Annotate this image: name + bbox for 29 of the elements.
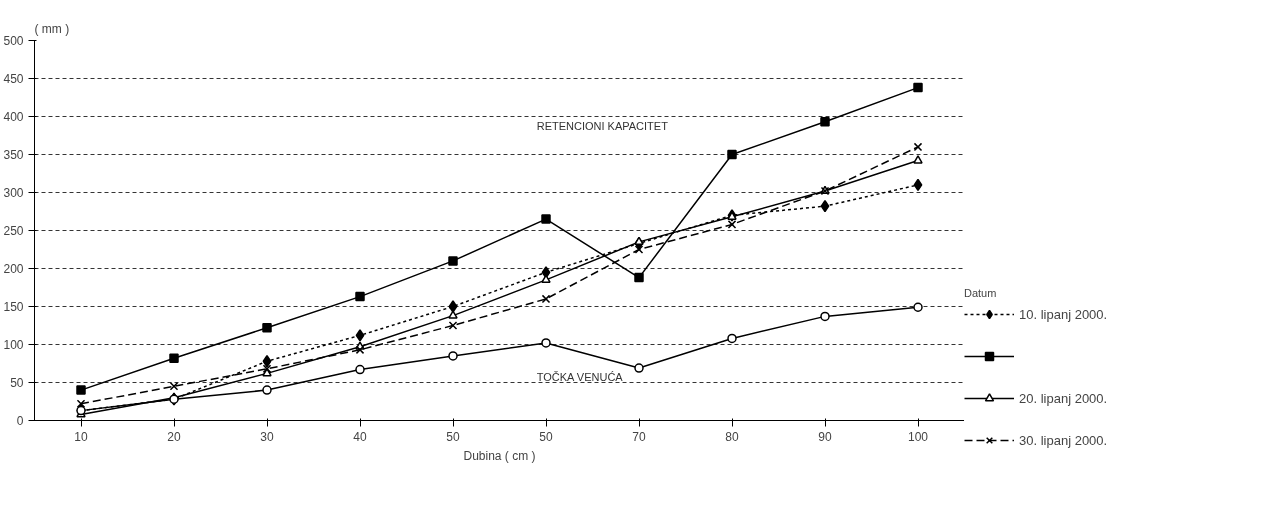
- x-tick-label: 30: [260, 429, 274, 444]
- x-tick-label: 40: [353, 429, 367, 444]
- y-tick-label: 100: [3, 338, 24, 352]
- x-tick-label: 70: [632, 429, 646, 444]
- annotation: TOČKA VENUĆA: [536, 370, 624, 383]
- annotation: RETENCIONI KAPACITET: [536, 119, 669, 132]
- y-tick-label: 350: [3, 148, 24, 162]
- y-tick-label: 400: [3, 110, 24, 124]
- y-tick-label: 500: [3, 34, 24, 48]
- y-tick-label: 50: [10, 376, 24, 390]
- y-axis-title: ( mm ): [34, 21, 70, 36]
- x-tick-label: 10: [74, 429, 88, 444]
- x-tick-label: 100: [907, 429, 929, 444]
- legend-label: 30. lipanj 2000.: [1019, 432, 1108, 448]
- x-tick-label: 90: [818, 429, 832, 444]
- legend-title: Datum: [964, 287, 998, 299]
- y-tick-label: 450: [3, 72, 24, 86]
- legend-label: 20. lipanj 2000.: [1019, 390, 1108, 406]
- y-tick-label: 300: [3, 186, 24, 200]
- y-tick-label: 0: [16, 414, 24, 428]
- y-tick-label: 200: [3, 262, 24, 276]
- x-tick-label: 50: [446, 429, 460, 444]
- x-tick-label: 80: [725, 429, 739, 444]
- x-tick-label: 20: [167, 429, 181, 444]
- y-tick-label: 150: [3, 300, 24, 314]
- x-axis-title: Dubina ( cm ): [463, 448, 536, 463]
- x-tick-label: 50: [539, 429, 553, 444]
- legend-label: 10. lipanj 2000.: [1019, 306, 1108, 322]
- y-tick-label: 250: [3, 224, 24, 238]
